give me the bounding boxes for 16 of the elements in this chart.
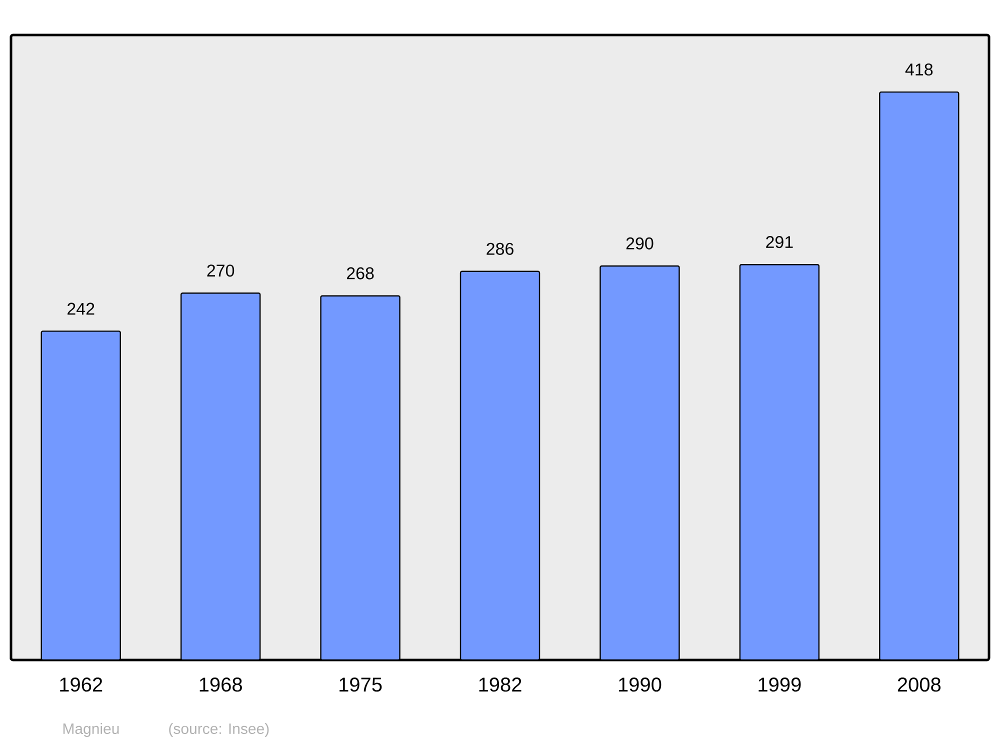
- x-tick-label: 1968: [200, 678, 242, 692]
- x-tick-label: 1999: [758, 678, 801, 692]
- data-label: 286: [486, 242, 514, 255]
- x-tick-label: 2008: [898, 678, 941, 692]
- data-label: 290: [626, 237, 654, 250]
- x-tick-label: 1962: [60, 678, 102, 692]
- data-label: 242: [68, 302, 94, 315]
- data-label: 291: [766, 236, 793, 248]
- data-label: 418: [905, 63, 933, 76]
- x-tick-label: 1975: [340, 678, 382, 692]
- x-tick-label: 1982: [479, 678, 522, 692]
- x-tick-label: 1990: [619, 678, 662, 692]
- text: (source: Insee): [169, 723, 269, 737]
- data-label: 268: [346, 267, 374, 280]
- data-label: 270: [207, 264, 234, 277]
- text: Magnieu: [63, 723, 119, 737]
